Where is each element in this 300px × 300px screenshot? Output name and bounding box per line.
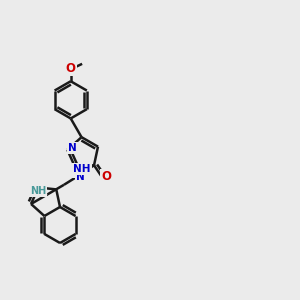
- Text: H: H: [71, 168, 79, 177]
- Text: N: N: [76, 172, 85, 182]
- Text: N: N: [68, 143, 77, 153]
- Text: O: O: [66, 62, 76, 75]
- Text: O: O: [101, 170, 111, 183]
- Text: NH: NH: [30, 186, 46, 196]
- Text: NH: NH: [73, 164, 91, 174]
